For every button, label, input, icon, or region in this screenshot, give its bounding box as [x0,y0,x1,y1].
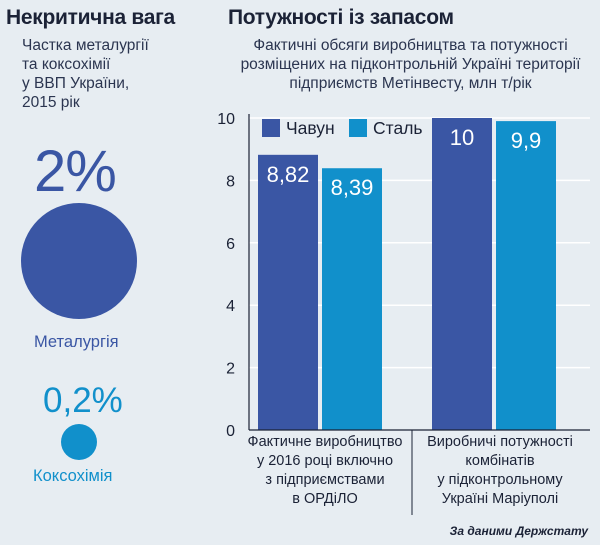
bar-stal [322,168,382,430]
x-category-label: у 2016 році включно [257,453,393,469]
x-category-label: Виробничі потужності [427,434,573,450]
legend-swatch [262,119,280,137]
right-subtitle-line: розміщених на підконтрольній Україні тер… [240,56,581,73]
metallurgy-share-value: 2% [34,139,117,204]
y-tick-label: 10 [217,111,235,128]
left-subtitle-line: та коксохімії [22,56,111,73]
coke-label: Коксохімія [33,467,113,485]
y-tick-label: 6 [226,236,235,253]
left-subtitle-line: 2015 рік [22,94,80,111]
y-tick-label: 2 [226,361,235,378]
bar-stal [496,121,556,431]
x-category-label: Україні Маріуполі [442,491,558,507]
x-category-label: у підконтрольному [437,472,563,488]
legend-swatch [349,119,367,137]
left-subtitle-line: Частка металургії [22,37,149,54]
bar-value-label: 8,39 [331,175,374,200]
coke-share-circle [61,424,97,460]
bar-chavun [432,118,492,430]
x-category-label: комбінатів [465,453,535,469]
left-panel-subtitle: Частка металургії та коксохімії у ВВП Ук… [22,36,182,112]
right-subtitle-line: підприємств Метінвесту, млн т/рік [289,75,532,92]
x-category-label: в ОРДіЛО [292,491,358,507]
bar-chavun [258,154,318,431]
y-tick-label: 4 [226,298,235,315]
x-category-label: з підприємствами [265,472,384,488]
coke-share-value: 0,2% [43,381,123,420]
left-subtitle-line: у ВВП України, [22,75,130,92]
left-panel-title: Некритична вага [6,6,175,29]
y-tick-label: 0 [226,423,235,440]
source-note: За даними Держстату [449,524,588,538]
bar-value-label: 8,82 [267,162,310,187]
y-tick-label: 8 [226,173,235,190]
metallurgy-share-circle [21,203,137,319]
x-category-label: Фактичне виробництво [248,434,403,450]
bar-value-label: 10 [450,125,474,150]
right-subtitle-line: Фактичні обсяги виробництва та потужност… [253,37,568,54]
legend-label: Чавун [286,118,335,138]
right-panel-subtitle: Фактичні обсяги виробництва та потужност… [228,36,593,93]
metallurgy-label: Металургія [34,333,119,351]
bar-value-label: 9,9 [511,128,542,153]
legend-label: Сталь [373,118,423,138]
right-panel-title: Потужності із запасом [228,6,454,29]
